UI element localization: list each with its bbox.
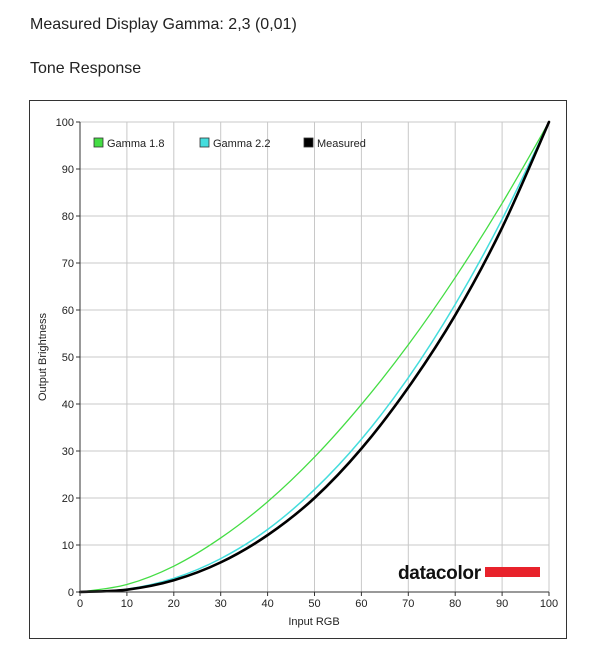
y-tick-label: 80 — [62, 211, 74, 223]
y-tick-label: 20 — [62, 493, 74, 505]
x-tick-label: 80 — [449, 598, 461, 610]
x-tick-label: 30 — [215, 598, 227, 610]
y-tick-label: 40 — [62, 399, 74, 411]
x-tick-label: 40 — [261, 598, 273, 610]
y-tick-label: 30 — [62, 446, 74, 458]
x-tick-label: 70 — [402, 598, 414, 610]
legend-swatch-gamma-1-8 — [93, 137, 104, 148]
x-tick-label: 60 — [355, 598, 367, 610]
series-line-gamma-1-8 — [79, 121, 550, 593]
y-tick-label: 10 — [62, 540, 74, 552]
axes: 0 10 20 30 40 50 60 70 80 90 100 0 10 20 30 40 50 60 70 80 9… — [56, 117, 559, 610]
x-tick-label: 90 — [496, 598, 508, 610]
y-tick-label: 70 — [62, 258, 74, 270]
x-axis-label: Input RGB — [288, 616, 339, 628]
measured-gamma-heading: Measured Display Gamma: 2,3 (0,01) — [30, 16, 297, 33]
x-tick-label: 50 — [308, 598, 320, 610]
chart-frame: 0 10 20 30 40 50 60 70 80 90 100 0 10 20 30 40 50 60 70 80 9… — [29, 100, 567, 639]
legend-swatch-gamma-2-2 — [199, 137, 210, 148]
legend-label-measured: Measured — [317, 138, 366, 150]
y-tick-label: 60 — [62, 305, 74, 317]
datacolor-logo-text: datacolor — [398, 563, 482, 584]
x-tick-label: 20 — [168, 598, 180, 610]
series-lines — [78, 120, 551, 594]
y-tick-label: 0 — [68, 587, 74, 599]
grid — [79, 121, 550, 593]
series-line-measured — [78, 120, 551, 594]
y-tick-label: 90 — [62, 164, 74, 176]
x-tick-label: 100 — [540, 598, 558, 610]
datacolor-logo: datacolor — [398, 563, 540, 584]
legend-swatch-measured — [303, 137, 314, 148]
x-tick-label: 0 — [77, 598, 83, 610]
datacolor-logo-bar — [485, 567, 540, 577]
legend-label-gamma-2-2: Gamma 2.2 — [213, 138, 270, 150]
series-line-gamma-2-2 — [79, 121, 550, 593]
tone-response-heading: Tone Response — [30, 60, 142, 77]
y-tick-label: 100 — [56, 117, 74, 129]
tone-response-chart: 0 10 20 30 40 50 60 70 80 90 100 0 10 20 30 40 50 60 70 80 9… — [37, 117, 559, 628]
y-axis-label: Output Brightness — [37, 312, 49, 401]
x-tick-label: 10 — [121, 598, 133, 610]
legend: Gamma 1.8 Gamma 2.2 Measured — [93, 137, 366, 150]
legend-label-gamma-1-8: Gamma 1.8 — [107, 138, 164, 150]
y-tick-label: 50 — [62, 352, 74, 364]
